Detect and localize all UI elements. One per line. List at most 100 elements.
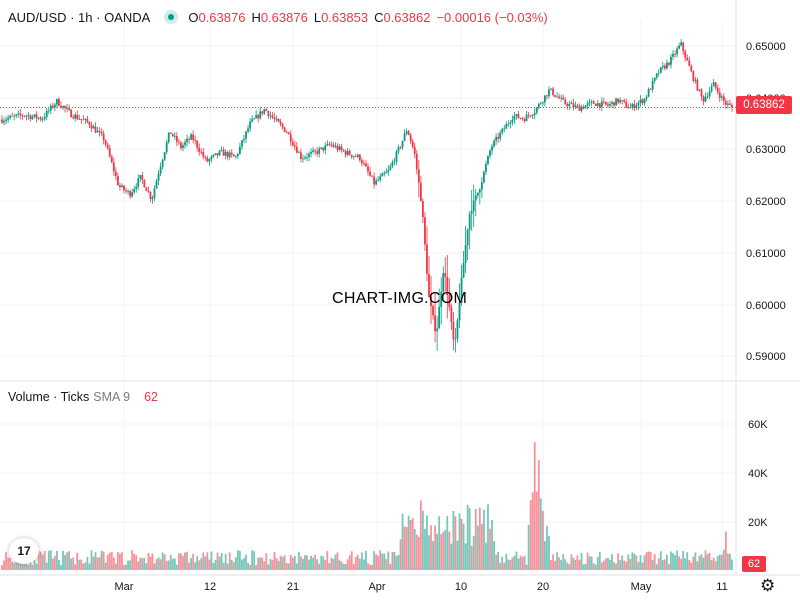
candle-body (188, 138, 190, 140)
candle-body (397, 147, 400, 152)
tradingview-logo-icon[interactable]: 17 (9, 538, 39, 564)
volume-bar (629, 558, 632, 570)
candle-body (35, 114, 38, 119)
close-value: 0.63862 (383, 9, 431, 25)
volume-bar (688, 559, 691, 570)
candle-body (448, 295, 451, 308)
volume-bar (3, 560, 5, 570)
candle-body (119, 185, 121, 187)
volume-bar (60, 565, 62, 570)
volume-bar (639, 555, 642, 570)
volume-bar (438, 516, 441, 570)
volume-bar (316, 559, 319, 570)
candle-body (306, 157, 308, 158)
candle-body (720, 96, 723, 98)
candle-body (387, 169, 390, 172)
volume-bar (377, 555, 380, 570)
volume-bar (495, 554, 497, 570)
candle-body (462, 262, 465, 278)
volume-bar (328, 563, 331, 570)
candle-body (202, 152, 205, 157)
candle-body (369, 171, 371, 176)
volume-title[interactable]: Volume · Ticks (8, 390, 90, 404)
volume-bar (680, 558, 683, 570)
candle-body (206, 157, 209, 162)
candle-body (1, 119, 3, 123)
candle-body (169, 132, 172, 134)
candle-body (62, 106, 64, 108)
candle-body (53, 104, 56, 108)
gear-icon[interactable]: ⚙ (760, 576, 776, 595)
candle-body (592, 101, 595, 104)
candle-body (558, 96, 561, 99)
volume-bar (647, 551, 650, 570)
candle-body (153, 188, 156, 198)
volume-bar (720, 554, 723, 570)
volume-bar (159, 559, 162, 570)
candle-body (706, 96, 709, 98)
volume-bar (480, 523, 483, 570)
volume-bar (222, 562, 225, 570)
volume-bar (651, 559, 654, 570)
candle-body (352, 156, 355, 157)
candle-body (228, 152, 231, 158)
volume-bar (666, 554, 668, 570)
volume-bar (80, 559, 83, 570)
volume-bar (267, 564, 270, 570)
volume-bar (279, 555, 282, 570)
candle-body (411, 141, 414, 147)
volume-bar (94, 552, 97, 570)
volume-bar (43, 550, 46, 570)
candle-body (619, 100, 622, 103)
candle-body (564, 99, 567, 105)
volume-bar (155, 559, 158, 570)
time-axis-label: 21 (287, 581, 299, 593)
volume-bar (365, 550, 367, 570)
candle-body (180, 142, 182, 148)
volume-bar (523, 555, 526, 570)
volume-bar (133, 553, 136, 570)
volume-bar (200, 558, 203, 570)
candle-body (39, 117, 42, 120)
symbol-title[interactable]: AUD/USD · 1h · OANDA (8, 9, 151, 25)
volume-bar (417, 536, 420, 570)
candle-body (633, 103, 636, 109)
volume-bar (112, 557, 115, 570)
time-axis-label: 20 (537, 581, 549, 593)
volume-bar (637, 562, 640, 570)
volume-bar (149, 556, 152, 570)
candle-body (3, 120, 5, 123)
volume-bar (464, 543, 467, 570)
volume-bar (236, 550, 239, 570)
close-label: C (374, 9, 384, 25)
volume-bar (125, 564, 127, 570)
volume-bar (86, 556, 89, 570)
candle-body (405, 131, 408, 134)
candle-body (117, 175, 119, 186)
candle-body (249, 121, 251, 129)
volume-bar (186, 551, 188, 570)
volume-bar (208, 559, 211, 570)
volume-bar (218, 556, 221, 570)
volume-bar (308, 559, 310, 570)
candle-body (224, 152, 227, 156)
volume-bar (686, 552, 689, 570)
change-value: −0.00016 (−0.03%) (436, 9, 548, 25)
low-label: L (313, 9, 322, 25)
volume-bar (37, 550, 40, 570)
candle-body (456, 320, 459, 339)
volume-bar (39, 551, 42, 570)
high-label: H (251, 9, 261, 25)
volume-bar (304, 555, 306, 570)
volume-bar (356, 554, 359, 570)
volume-bar (694, 552, 697, 570)
volume-bar (572, 557, 575, 570)
volume-bar (379, 550, 382, 570)
candle-body (285, 131, 288, 133)
candle-body (129, 191, 131, 197)
candle-body (365, 163, 367, 167)
candle-body (470, 211, 473, 214)
volume-last-tag: 62 (742, 556, 766, 572)
volume-bar (594, 564, 597, 570)
